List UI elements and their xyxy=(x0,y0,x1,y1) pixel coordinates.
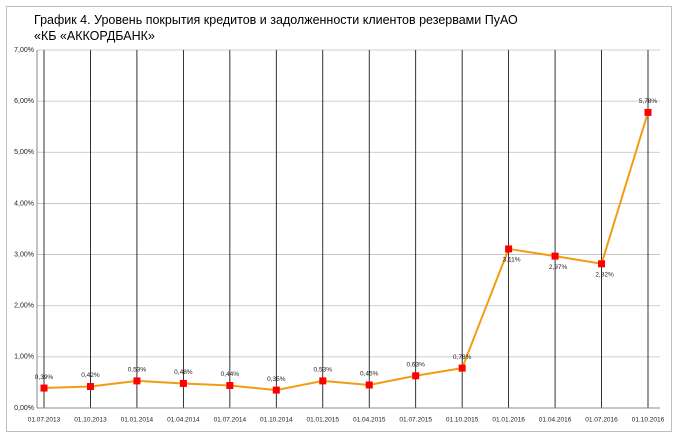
y-tick-label: 1,00% xyxy=(14,354,34,361)
x-tick-label: 01.01.2015 xyxy=(306,417,339,424)
y-tick-label: 5,00% xyxy=(14,149,34,156)
data-point xyxy=(458,364,466,372)
data-label: 0,53% xyxy=(314,367,333,374)
data-label: 0,53% xyxy=(128,367,147,374)
x-tick-label: 01.07.2014 xyxy=(214,417,247,424)
y-tick-label: 3,00% xyxy=(14,251,34,258)
data-label: 3,11% xyxy=(503,257,521,264)
data-label: 0,42% xyxy=(81,372,100,379)
chart-title: График 4. Уровень покрытия кредитов и за… xyxy=(34,13,518,43)
x-tick-label: 01.10.2014 xyxy=(260,417,293,424)
data-point xyxy=(86,383,94,391)
chart-border xyxy=(6,6,672,432)
data-label: 2,97% xyxy=(549,264,568,271)
x-tick-label: 01.07.2013 xyxy=(28,417,61,424)
data-label: 0,48% xyxy=(174,369,193,376)
x-tick-label: 01.10.2013 xyxy=(74,417,107,424)
data-point xyxy=(226,381,234,389)
data-label: 0,78% xyxy=(453,354,472,361)
data-point xyxy=(365,381,373,389)
x-tick-label: 01.04.2016 xyxy=(539,417,572,424)
y-tick-label: 4,00% xyxy=(14,200,34,207)
data-label: 0,35% xyxy=(267,376,286,383)
x-tick-label: 01.01.2014 xyxy=(121,417,154,424)
data-label: 0,45% xyxy=(360,371,379,378)
data-point xyxy=(644,108,652,116)
data-label: 0,63% xyxy=(406,361,425,368)
y-tick-label: 7,00% xyxy=(14,47,34,54)
x-tick-label: 01.07.2016 xyxy=(585,417,618,424)
y-tick-label: 0,00% xyxy=(14,405,34,412)
data-point xyxy=(179,379,187,387)
data-point xyxy=(412,372,420,380)
x-tick-label: 01.10.2016 xyxy=(632,417,665,424)
series-line xyxy=(43,112,649,392)
data-point xyxy=(319,377,327,385)
y-tick-label: 6,00% xyxy=(14,98,34,105)
data-point xyxy=(598,260,606,268)
data-point xyxy=(505,245,513,253)
data-point xyxy=(551,252,559,260)
x-tick-label: 01.04.2015 xyxy=(353,417,386,424)
x-tick-label: 01.01.2016 xyxy=(492,417,525,424)
data-point xyxy=(133,377,141,385)
data-point xyxy=(40,384,48,392)
x-tick-label: 01.07.2015 xyxy=(399,417,432,424)
data-label: 2,82% xyxy=(595,271,614,278)
y-tick-label: 2,00% xyxy=(14,303,34,310)
x-tick-label: 01.04.2014 xyxy=(167,417,200,424)
data-point xyxy=(272,386,280,394)
x-tick-label: 01.10.2015 xyxy=(446,417,479,424)
data-label: 0,39% xyxy=(35,374,54,381)
data-label: 0,44% xyxy=(221,371,240,378)
data-label: 5,78% xyxy=(639,98,658,105)
